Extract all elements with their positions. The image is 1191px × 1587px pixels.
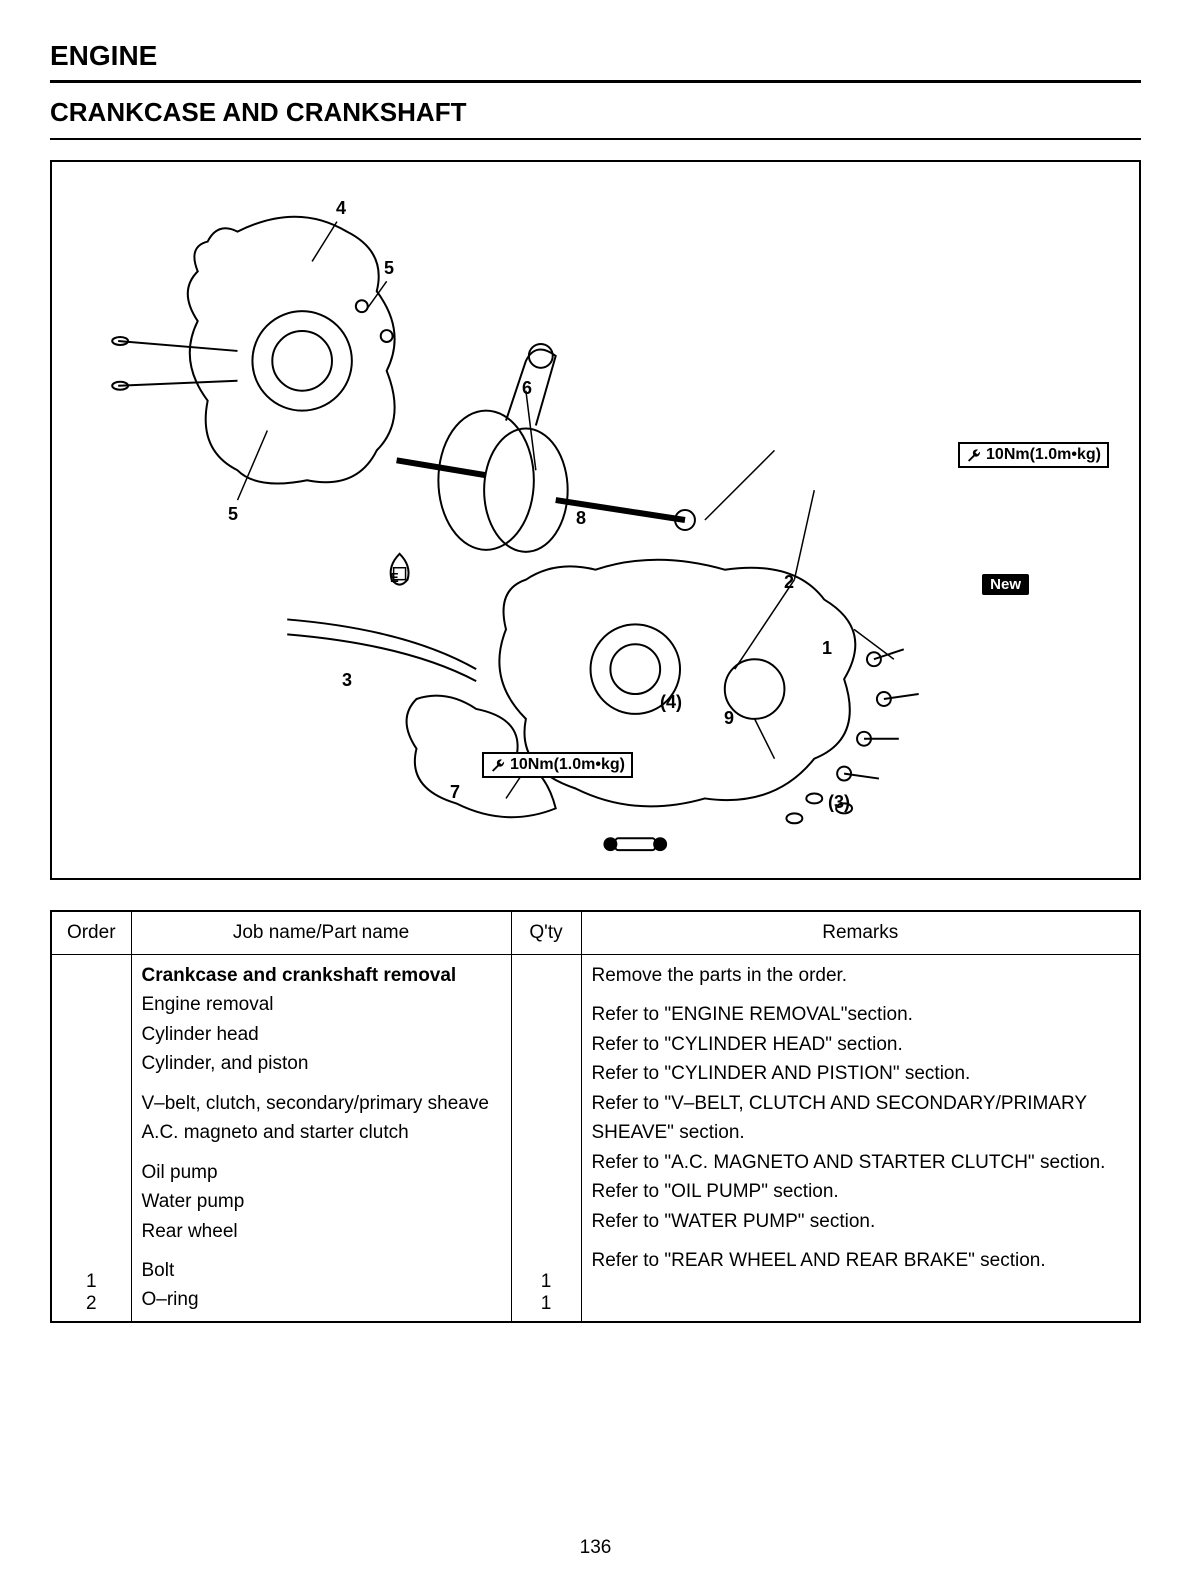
callout-p3: (3) — [828, 792, 850, 813]
header-rule — [50, 80, 1141, 83]
row-job-1: O–ring — [142, 1285, 501, 1314]
section-rule — [50, 138, 1141, 140]
prereq-rem-7: Refer to "REAR WHEEL AND REAR BRAKE" sec… — [592, 1246, 1130, 1275]
torque-text-upper: 10Nm(1.0m•kg) — [986, 446, 1101, 464]
table-body-row: 1 2 Crankcase and crankshaft removal Eng… — [51, 955, 1140, 1322]
section-title: CRANKCASE AND CRANKSHAFT — [50, 97, 1141, 128]
prereq-job-6: Water pump — [142, 1187, 501, 1216]
order-1: 1 — [52, 1271, 131, 1293]
callout-5a: 5 — [384, 258, 394, 279]
table-header-row: Order Job name/Part name Q'ty Remarks — [51, 911, 1140, 955]
prereq-rem-2: Refer to "CYLINDER AND PISTION" section. — [592, 1059, 1130, 1088]
callout-7: 7 — [450, 782, 460, 803]
qty-0: 1 — [512, 1271, 581, 1293]
prereq-job-3: V–belt, clutch, secondary/primary sheave — [142, 1089, 501, 1118]
callout-9: 9 — [724, 708, 734, 729]
prereq-job-0: Engine removal — [142, 990, 501, 1019]
torque-spec-upper: 10Nm(1.0m•kg) — [958, 442, 1109, 468]
wrench-icon — [490, 757, 506, 773]
prereq-job-4: A.C. magneto and starter clutch — [142, 1118, 501, 1147]
order-2: 2 — [52, 1293, 131, 1315]
torque-spec-lower: 10Nm(1.0m•kg) — [482, 752, 633, 778]
th-job: Job name/Part name — [131, 911, 511, 955]
row-job-0: Bolt — [142, 1256, 501, 1285]
callout-2: 2 — [784, 572, 794, 593]
callout-8: 8 — [576, 508, 586, 529]
job-intro-bold: Crankcase and crankshaft removal — [142, 961, 501, 990]
prereq-rem-6: Refer to "WATER PUMP" section. — [592, 1207, 1130, 1236]
intro-remark: Remove the parts in the order. — [592, 961, 1130, 990]
new-badge: New — [982, 574, 1029, 595]
prereq-job-5: Oil pump — [142, 1158, 501, 1187]
prereq-job-2: Cylinder, and piston — [142, 1049, 501, 1078]
th-order: Order — [51, 911, 131, 955]
prereq-job-1: Cylinder head — [142, 1020, 501, 1049]
callout-4: 4 — [336, 198, 346, 219]
exploded-diagram: 4 5 5 6 8 3 7 (4) 9 (3) 1 2 E 10Nm(1.0m•… — [50, 160, 1141, 880]
prereq-rem-5: Refer to "OIL PUMP" section. — [592, 1177, 1130, 1206]
callout-5b: 5 — [228, 504, 238, 525]
callout-3: 3 — [342, 670, 352, 691]
prereq-job-7: Rear wheel — [142, 1217, 501, 1246]
parts-table: Order Job name/Part name Q'ty Remarks 1 … — [50, 910, 1141, 1323]
prereq-rem-1: Refer to "CYLINDER HEAD" section. — [592, 1030, 1130, 1059]
page: ENGINE CRANKCASE AND CRANKSHAFT — [0, 0, 1191, 1587]
th-rem: Remarks — [581, 911, 1140, 955]
callout-p4: (4) — [660, 692, 682, 713]
oil-marker-label: E — [390, 570, 399, 585]
wrench-icon — [966, 447, 982, 463]
torque-text-lower: 10Nm(1.0m•kg) — [510, 756, 625, 774]
qty-1: 1 — [512, 1293, 581, 1315]
prereq-rem-0: Refer to "ENGINE REMOVAL"section. — [592, 1000, 1130, 1029]
th-qty: Q'ty — [511, 911, 581, 955]
page-number: 136 — [0, 1537, 1191, 1559]
callout-6: 6 — [522, 378, 532, 399]
chapter-title: ENGINE — [50, 40, 1141, 72]
prereq-rem-3: Refer to "V–BELT, CLUTCH AND SECONDARY/P… — [592, 1089, 1130, 1148]
callout-1: 1 — [822, 638, 832, 659]
prereq-rem-4: Refer to "A.C. MAGNETO AND STARTER CLUTC… — [592, 1148, 1130, 1177]
